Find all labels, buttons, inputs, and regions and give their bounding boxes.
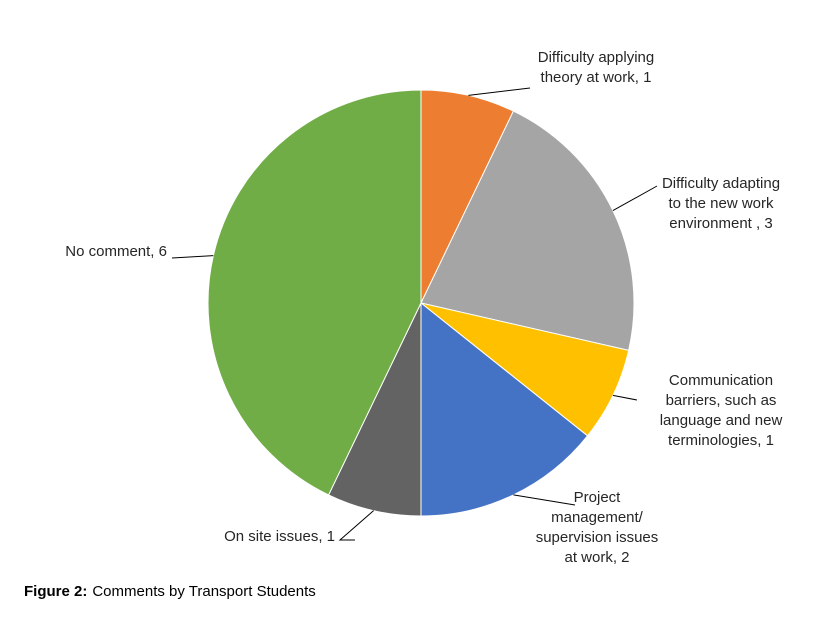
data-label: On site issues, 1 xyxy=(224,528,335,545)
data-label: No comment, 6 xyxy=(65,243,167,260)
leader-line xyxy=(338,510,374,541)
pie xyxy=(207,89,635,517)
data-label: Project management/supervision issues at w… xyxy=(536,489,659,566)
data-labels: Difficulty applying theory at work, 1 Diff… xyxy=(65,49,782,566)
figure-caption: Figure 2: Comments by Transport Students xyxy=(24,583,316,600)
pie-slice xyxy=(420,110,635,351)
data-label: Difficulty adapting to the new work enviro… xyxy=(662,175,780,232)
pie-slice xyxy=(420,301,589,517)
pie-slice xyxy=(207,89,422,496)
caption-text: Comments by Transport Students xyxy=(92,583,315,600)
caption-label: Figure 2: xyxy=(24,583,87,600)
leader-line xyxy=(171,255,214,259)
leader-line xyxy=(612,185,658,212)
leader-line xyxy=(513,494,576,506)
leader-line xyxy=(612,394,638,401)
leader-line xyxy=(468,87,531,96)
data-label: Difficulty applying theory at work, 1 xyxy=(538,49,654,86)
data-label: Communication barriers, such as language a… xyxy=(660,372,783,449)
